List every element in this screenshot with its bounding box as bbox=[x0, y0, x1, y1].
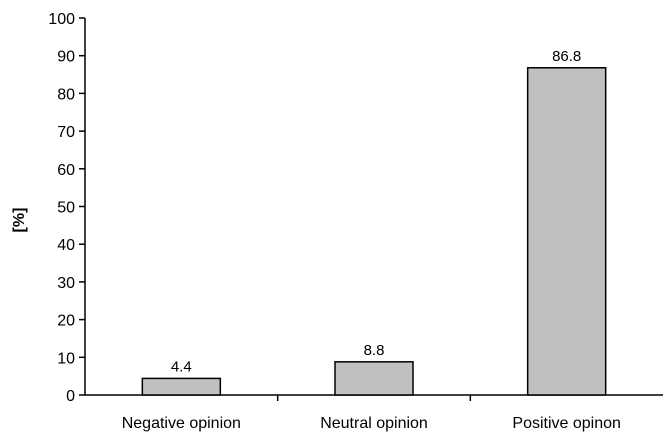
bar-2 bbox=[334, 361, 414, 396]
y-axis: 0 10 20 30 40 50 60 70 80 90 100 bbox=[48, 11, 86, 405]
x-category-label-3: Positive opinon bbox=[512, 415, 621, 432]
y-tick-label: 30 bbox=[57, 275, 75, 292]
x-axis: Negative opinion Neutral opinion Positive … bbox=[85, 394, 663, 432]
y-tick-label: 100 bbox=[48, 11, 75, 28]
x-category-label-2: Neutral opinion bbox=[320, 415, 428, 432]
y-tick-label: 80 bbox=[57, 86, 75, 103]
bar-3 bbox=[526, 67, 607, 396]
data-label-2: 8.8 bbox=[364, 342, 385, 359]
bar-1 bbox=[141, 377, 222, 396]
data-labels: 4.4 8.8 86.8 bbox=[171, 48, 581, 376]
y-tick-label: 40 bbox=[57, 237, 75, 254]
y-axis-title: [%] bbox=[11, 208, 28, 233]
y-tick-label: 0 bbox=[66, 388, 75, 405]
data-label-1: 4.4 bbox=[171, 358, 192, 375]
x-category-label-1: Negative opinion bbox=[122, 415, 241, 432]
y-tick-label: 70 bbox=[57, 124, 75, 141]
y-tick-label: 60 bbox=[57, 162, 75, 179]
y-tick-label: 50 bbox=[57, 200, 75, 217]
y-tick-label: 20 bbox=[57, 313, 75, 330]
data-label-3: 86.8 bbox=[552, 48, 581, 65]
y-tick-label: 90 bbox=[57, 49, 75, 66]
bars bbox=[141, 67, 607, 396]
y-tick-label: 10 bbox=[57, 350, 75, 367]
